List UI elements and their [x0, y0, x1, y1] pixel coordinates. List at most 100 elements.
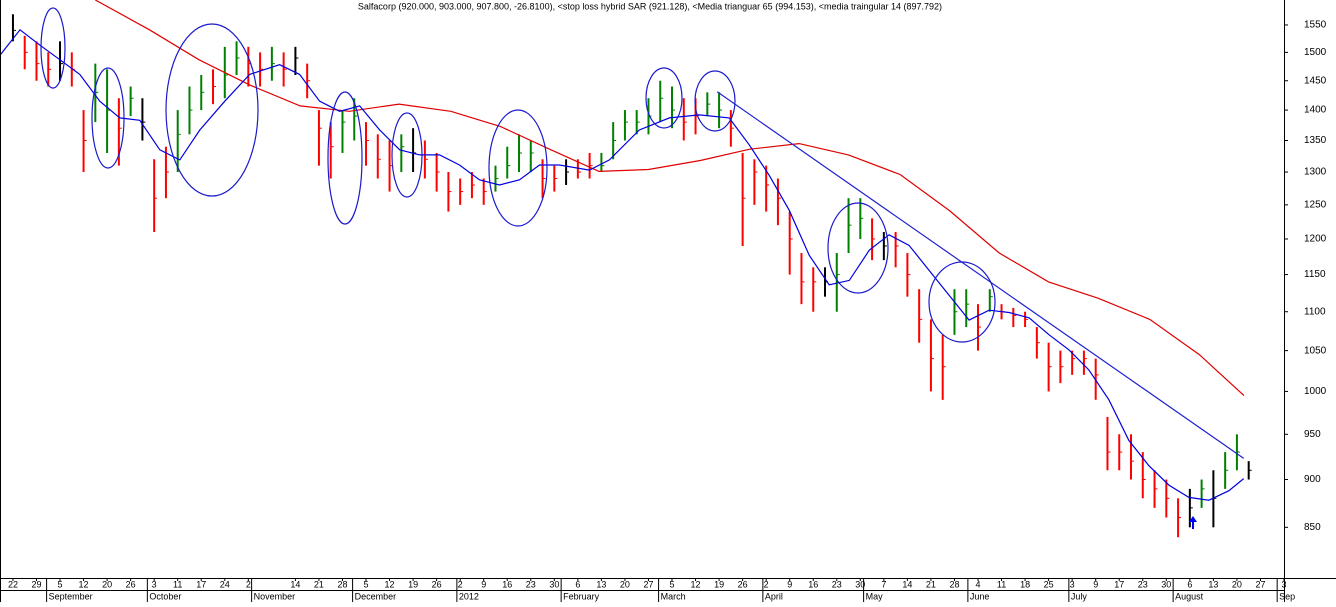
- annotation-circle: [827, 202, 889, 294]
- x-tick-label: 3: [1281, 579, 1286, 589]
- x-tick-label: 23: [1138, 579, 1148, 589]
- x-tick-label: 29: [31, 579, 41, 589]
- y-tick-label: 1400: [1304, 105, 1327, 116]
- x-tick-label: 23: [832, 579, 842, 589]
- x-tick-label: 12: [691, 579, 701, 589]
- x-tick-label: 24: [220, 579, 230, 589]
- annotation-circles: [40, 7, 996, 343]
- y-tick-label: 1250: [1304, 199, 1327, 210]
- y-tick-label: 1500: [1304, 47, 1327, 58]
- x-tick-label: 6: [575, 579, 580, 589]
- x-tick-label: 7: [881, 579, 886, 589]
- month-label: November: [254, 591, 296, 601]
- annotation-circle: [694, 70, 736, 132]
- y-tick-label: 1550: [1304, 20, 1327, 31]
- y-tick-label: 1450: [1304, 75, 1327, 86]
- month-label: 2012: [459, 591, 479, 601]
- month-label: April: [765, 591, 783, 601]
- x-tick-label: 27: [1255, 579, 1265, 589]
- y-tick-label: 1300: [1304, 167, 1327, 178]
- y-tick-label: 1100: [1304, 306, 1326, 317]
- x-tick-label: 9: [787, 579, 792, 589]
- month-label: August: [1175, 591, 1204, 601]
- x-tick-label: 9: [1093, 579, 1098, 589]
- x-tick-label: 30: [549, 579, 559, 589]
- x-tick-label: 20: [102, 579, 112, 589]
- month-label: Sep: [1279, 591, 1295, 601]
- y-tick-label: 1050: [1304, 345, 1327, 356]
- annotation-circle: [391, 112, 423, 198]
- month-label: September: [49, 591, 93, 601]
- month-label: February: [563, 591, 600, 601]
- y-tick-label: 1000: [1304, 386, 1327, 397]
- x-tick-label: 9: [481, 579, 486, 589]
- x-tick-label: 13: [1208, 579, 1218, 589]
- x-tick-label: 20: [620, 579, 630, 589]
- x-tick-label: 12: [385, 579, 395, 589]
- x-tick-label: 2: [458, 579, 463, 589]
- x-tick-label: 14: [290, 579, 300, 589]
- overlay-line: [716, 91, 1245, 459]
- x-tick-label: 19: [408, 579, 418, 589]
- x-tick-label: 30: [855, 579, 865, 589]
- y-tick-label: 850: [1304, 522, 1321, 533]
- x-tick-label: 16: [502, 579, 512, 589]
- x-tick-label: 2: [246, 579, 251, 589]
- month-label: May: [866, 591, 884, 601]
- x-tick-label: 17: [196, 579, 206, 589]
- x-tick-label: 6: [1187, 579, 1192, 589]
- x-tick-label: 4: [975, 579, 980, 589]
- annotation-circle: [488, 109, 548, 227]
- x-tick-label: 2: [764, 579, 769, 589]
- x-tick-label: 26: [432, 579, 442, 589]
- month-label: December: [355, 591, 397, 601]
- y-tick-label: 1350: [1304, 135, 1327, 146]
- x-tick-label: 21: [926, 579, 936, 589]
- annotation-circle: [40, 7, 66, 89]
- x-tick-label: 23: [526, 579, 536, 589]
- x-tick-label: 21: [314, 579, 324, 589]
- x-tick-label: 3: [1070, 579, 1075, 589]
- x-tick-label: 20: [1232, 579, 1242, 589]
- x-tick-label: 28: [337, 579, 347, 589]
- y-tick-label: 900: [1304, 474, 1321, 485]
- x-tick-label: 18: [1020, 579, 1030, 589]
- overlay-line: [95, 0, 1245, 397]
- arrow: [1189, 516, 1197, 529]
- x-tick-label: 5: [58, 579, 63, 589]
- x-tick-label: 16: [808, 579, 818, 589]
- overlay-line: [0, 28, 1245, 501]
- x-tick-label: 13: [596, 579, 606, 589]
- x-tick-label: 22: [8, 579, 18, 589]
- x-tick-label: 14: [902, 579, 912, 589]
- x-tick-label: 30: [1161, 579, 1171, 589]
- x-tick-label: 17: [1114, 579, 1124, 589]
- x-tick-label: 19: [714, 579, 724, 589]
- x-tick-label: 25: [1044, 579, 1054, 589]
- annotation-circle: [645, 67, 683, 129]
- y-tick-label: 1150: [1304, 269, 1326, 280]
- y-tick-label: 1200: [1304, 234, 1327, 245]
- annotation-circle: [165, 23, 259, 197]
- x-tick-label: 5: [670, 579, 675, 589]
- month-label: June: [970, 591, 990, 601]
- x-tick-label: 12: [79, 579, 89, 589]
- x-tick-label: 27: [643, 579, 653, 589]
- x-tick-label: 28: [949, 579, 959, 589]
- x-tick-label: 11: [997, 579, 1006, 589]
- y-tick-label: 950: [1304, 429, 1321, 440]
- x-tick-label: 3: [152, 579, 157, 589]
- x-tick-label: 26: [126, 579, 136, 589]
- x-tick-label: 26: [738, 579, 748, 589]
- x-tick-label: 11: [173, 579, 182, 589]
- annotation-circle: [928, 261, 996, 343]
- month-label: March: [661, 591, 686, 601]
- annotation-circle: [327, 91, 363, 225]
- annotation-circle: [91, 67, 125, 169]
- month-label: July: [1071, 591, 1088, 601]
- month-label: October: [149, 591, 181, 601]
- chart-title: Salfacorp (920.000, 903.000, 907.800, -2…: [358, 1, 942, 11]
- x-tick-label: 5: [364, 579, 369, 589]
